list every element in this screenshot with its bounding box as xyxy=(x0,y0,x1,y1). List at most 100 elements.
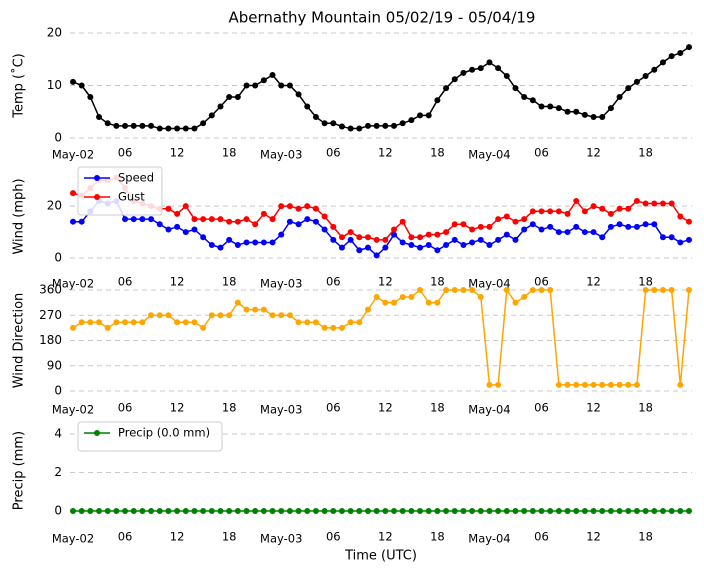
data-point xyxy=(607,210,614,217)
data-point xyxy=(469,507,476,514)
y-axis-label: Precip (mm) xyxy=(12,431,27,510)
y-tick-label: 0 xyxy=(54,503,62,517)
data-point xyxy=(633,381,640,388)
data-point xyxy=(260,210,267,217)
x-tick-label: 18 xyxy=(430,530,445,544)
legend-marker xyxy=(94,194,100,200)
data-point xyxy=(382,244,389,251)
data-point xyxy=(408,234,415,241)
data-point xyxy=(382,122,389,129)
data-point xyxy=(104,120,111,127)
data-point xyxy=(477,236,484,243)
data-point xyxy=(295,91,302,98)
data-point xyxy=(434,97,441,104)
data-point xyxy=(443,85,450,92)
data-point xyxy=(113,319,120,326)
data-point xyxy=(252,306,259,313)
data-point xyxy=(417,112,424,119)
data-point xyxy=(87,319,94,326)
data-point xyxy=(391,226,398,233)
data-point xyxy=(633,78,640,85)
data-point xyxy=(208,112,215,119)
data-point xyxy=(174,223,181,230)
y-tick-label: 360 xyxy=(39,283,62,297)
data-point xyxy=(217,103,224,110)
data-point xyxy=(70,507,76,514)
data-point xyxy=(295,221,302,228)
data-point xyxy=(668,287,675,293)
data-point xyxy=(156,125,163,132)
data-point xyxy=(139,216,146,223)
data-point xyxy=(78,218,85,225)
data-point xyxy=(330,223,337,230)
data-point xyxy=(286,507,293,514)
data-point xyxy=(382,507,389,514)
data-point xyxy=(642,221,649,228)
data-point xyxy=(443,229,450,236)
data-point xyxy=(130,216,137,223)
data-point xyxy=(260,239,267,246)
x-tick-label: May-02 xyxy=(52,277,94,291)
data-point xyxy=(538,507,545,514)
data-point xyxy=(503,507,510,514)
data-point xyxy=(356,247,363,254)
x-tick-label: 12 xyxy=(170,146,185,160)
data-point xyxy=(70,78,76,85)
x-axis-label: Time (UTC) xyxy=(344,549,417,564)
data-point xyxy=(616,221,623,228)
data-point xyxy=(503,287,510,293)
x-tick-label: May-04 xyxy=(468,277,510,291)
data-point xyxy=(200,324,207,331)
data-point xyxy=(616,507,623,514)
data-point xyxy=(312,218,319,225)
data-point xyxy=(252,82,259,89)
data-point xyxy=(686,236,692,243)
data-point xyxy=(469,66,476,73)
data-point xyxy=(512,85,519,92)
data-point xyxy=(234,242,241,249)
data-point xyxy=(191,125,198,132)
x-tick-label: 06 xyxy=(326,275,341,289)
data-point xyxy=(243,306,250,313)
data-point xyxy=(243,507,250,514)
data-point xyxy=(642,200,649,207)
data-point xyxy=(686,218,692,225)
x-tick-label: 06 xyxy=(118,401,133,415)
x-tick-label: May-04 xyxy=(468,148,510,162)
data-point xyxy=(364,507,371,514)
data-point xyxy=(625,205,632,212)
data-point xyxy=(529,97,536,104)
data-point xyxy=(607,105,614,112)
data-point xyxy=(521,226,528,233)
legend-label: Speed xyxy=(118,171,154,185)
data-point xyxy=(460,507,467,514)
data-point xyxy=(243,239,250,246)
data-point xyxy=(443,242,450,249)
data-point xyxy=(87,94,94,101)
data-point xyxy=(590,203,597,210)
data-point xyxy=(70,324,76,331)
data-point xyxy=(469,226,476,233)
data-point xyxy=(564,229,571,236)
y-axis-label: Temp (˚C) xyxy=(11,53,27,119)
data-point xyxy=(495,216,502,223)
x-tick-label: 18 xyxy=(222,401,237,415)
data-point xyxy=(347,236,354,243)
data-point xyxy=(122,319,129,326)
data-point xyxy=(182,203,189,210)
data-point xyxy=(156,312,163,319)
data-point xyxy=(338,507,345,514)
data-point xyxy=(113,122,120,129)
data-point xyxy=(208,242,215,249)
x-tick-label: May-03 xyxy=(260,532,302,546)
data-point xyxy=(633,507,640,514)
x-tick-label: 06 xyxy=(118,146,133,160)
data-point xyxy=(364,306,371,313)
data-point xyxy=(304,103,311,110)
legend: Precip (0.0 mm) xyxy=(77,421,223,452)
data-point xyxy=(234,218,241,225)
x-tick-label: 18 xyxy=(638,146,653,160)
y-tick-label: 0 xyxy=(54,251,62,265)
data-point xyxy=(451,287,458,293)
